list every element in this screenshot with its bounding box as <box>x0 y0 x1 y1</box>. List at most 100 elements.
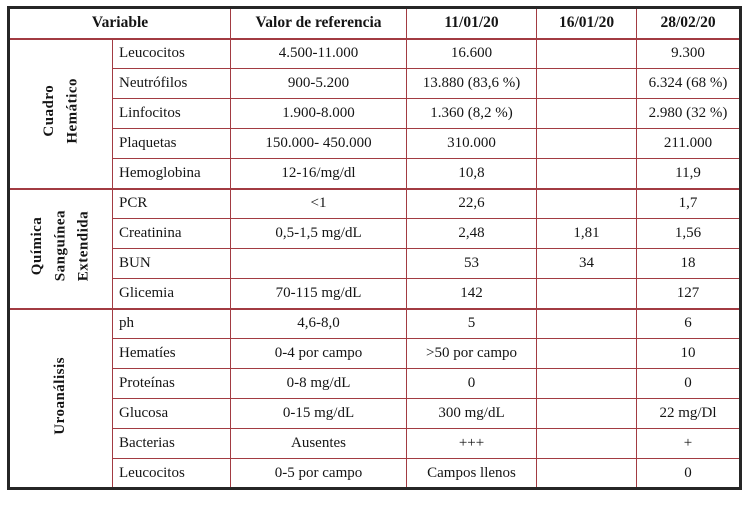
cell-value-1: 22,6 <box>406 187 538 219</box>
cell-value-1: 142 <box>406 278 538 309</box>
cell-reference: 4.500-11.000 <box>230 37 408 69</box>
cell-value-1: 1.360 (8,2 %) <box>406 98 538 129</box>
cell-value-2 <box>536 68 638 99</box>
cell-value-2: 34 <box>536 248 638 279</box>
cell-value-1: 13.880 (83,6 %) <box>406 68 538 99</box>
cell-value-3: 22 mg/Dl <box>636 398 742 429</box>
cell-value-1: 5 <box>406 307 538 339</box>
cell-reference: 0-5 por campo <box>230 458 408 489</box>
lab-results-table: Variable Valor de referencia 11/01/20 16… <box>7 6 743 490</box>
header-variable: Variable <box>7 7 232 40</box>
cell-value-3: 6.324 (68 %) <box>636 68 742 99</box>
cell-reference <box>230 248 408 279</box>
cell-value-1: 10,8 <box>406 158 538 189</box>
cell-value-2 <box>536 158 638 189</box>
group-label-text: Química Sanguínea Extendida <box>29 210 92 282</box>
cell-reference: 0-8 mg/dL <box>230 368 408 399</box>
cell-value-2 <box>536 398 638 429</box>
cell-value-2 <box>536 187 638 219</box>
header-date-3: 28/02/20 <box>636 7 742 40</box>
cell-value-3: 211.000 <box>636 128 742 159</box>
cell-value-2: 1,81 <box>536 218 638 249</box>
table-row: Linfocitos 1.900-8.000 1.360 (8,2 %) 2.9… <box>9 98 742 129</box>
cell-value-2 <box>536 338 638 369</box>
table-row: Cuadro Hemático Leucocitos 4.500-11.000 … <box>8 37 742 189</box>
table-row: Glucosa 0-15 mg/dL 300 mg/dL 22 mg/Dl <box>9 398 742 429</box>
cell-value-3: 0 <box>636 368 742 399</box>
cell-variable-name: Glicemia <box>111 278 232 309</box>
table-row: BUN 53 34 18 <box>9 248 742 279</box>
cell-value-1: 300 mg/dL <box>406 398 538 429</box>
table-row: Neutrófilos 900-5.200 13.880 (83,6 %) 6.… <box>9 68 742 99</box>
cell-value-3: 18 <box>636 248 742 279</box>
table-row: Uroanálisis ph 4,6-8,0 5 6 <box>8 307 742 489</box>
cell-value-3: 10 <box>636 338 742 369</box>
group-label-text: Cuadro Hemático <box>40 78 80 144</box>
cell-value-1: 0 <box>406 368 538 399</box>
cell-reference: 1.900-8.000 <box>230 98 408 129</box>
cell-variable-name: PCR <box>111 187 232 219</box>
cell-variable-name: Plaquetas <box>111 128 232 159</box>
table-row: Leucocitos 0-5 por campo Campos llenos 0 <box>9 458 742 489</box>
cell-value-2 <box>536 128 638 159</box>
table-row: Hemoglobina 12-16/mg/dl 10,8 11,9 <box>9 158 742 189</box>
table-row: Glicemia 70-115 mg/dL 142 127 <box>9 278 742 309</box>
cell-variable-name: Bacterias <box>111 428 232 459</box>
cell-value-3: 6 <box>636 307 742 339</box>
cell-value-2 <box>536 278 638 309</box>
cell-variable-name: Hematíes <box>111 338 232 369</box>
group-label-uroanalisis: Uroanálisis <box>8 307 113 489</box>
cell-variable-name: Hemoglobina <box>111 158 232 189</box>
cell-variable-name: Leucocitos <box>111 37 232 69</box>
header-reference: Valor de referencia <box>230 7 408 40</box>
cell-variable-name: Glucosa <box>111 398 232 429</box>
header-row: Variable Valor de referencia 11/01/20 16… <box>7 7 742 40</box>
header-date-2: 16/01/20 <box>536 7 638 40</box>
cell-variable-name: Neutrófilos <box>111 68 232 99</box>
table-row: Hematíes 0-4 por campo >50 por campo 10 <box>9 338 742 369</box>
cell-value-2 <box>536 428 638 459</box>
table-row: Proteínas 0-8 mg/dL 0 0 <box>9 368 742 399</box>
cell-value-1: >50 por campo <box>406 338 538 369</box>
cell-value-1: +++ <box>406 428 538 459</box>
table-row: Plaquetas 150.000- 450.000 310.000 211.0… <box>9 128 742 159</box>
group-label-cuadro-hematico: Cuadro Hemático <box>8 37 113 189</box>
table-row: Bacterias Ausentes +++ + <box>9 428 742 459</box>
cell-value-3: 127 <box>636 278 742 309</box>
cell-reference: <1 <box>230 187 408 219</box>
cell-reference: 900-5.200 <box>230 68 408 99</box>
cell-value-1: 2,48 <box>406 218 538 249</box>
cell-value-1: Campos llenos <box>406 458 538 489</box>
cell-variable-name: Linfocitos <box>111 98 232 129</box>
cell-reference: 0-15 mg/dL <box>230 398 408 429</box>
cell-value-2 <box>536 98 638 129</box>
cell-variable-name: Leucocitos <box>111 458 232 489</box>
cell-reference: Ausentes <box>230 428 408 459</box>
cell-variable-name: BUN <box>111 248 232 279</box>
cell-value-2 <box>536 458 638 489</box>
cell-reference: 70-115 mg/dL <box>230 278 408 309</box>
cell-reference: 0-4 por campo <box>230 338 408 369</box>
cell-reference: 150.000- 450.000 <box>230 128 408 159</box>
cell-value-3: 9.300 <box>636 37 742 69</box>
cell-value-2 <box>536 37 638 69</box>
cell-reference: 0,5-1,5 mg/dL <box>230 218 408 249</box>
table-row: Química Sanguínea Extendida PCR <1 22,6 … <box>8 187 742 309</box>
cell-value-3: 1,56 <box>636 218 742 249</box>
cell-variable-name: Creatinina <box>111 218 232 249</box>
cell-value-3: 1,7 <box>636 187 742 219</box>
header-date-1: 11/01/20 <box>406 7 538 40</box>
cell-value-3: 11,9 <box>636 158 742 189</box>
cell-value-3: 0 <box>636 458 742 489</box>
cell-value-1: 53 <box>406 248 538 279</box>
cell-value-3: + <box>636 428 742 459</box>
cell-value-1: 310.000 <box>406 128 538 159</box>
cell-reference: 4,6-8,0 <box>230 307 408 339</box>
table-row: Creatinina 0,5-1,5 mg/dL 2,48 1,81 1,56 <box>9 218 742 249</box>
cell-variable-name: ph <box>111 307 232 339</box>
group-label-text: Uroanálisis <box>52 356 69 435</box>
cell-value-1: 16.600 <box>406 37 538 69</box>
cell-value-2 <box>536 368 638 399</box>
cell-variable-name: Proteínas <box>111 368 232 399</box>
